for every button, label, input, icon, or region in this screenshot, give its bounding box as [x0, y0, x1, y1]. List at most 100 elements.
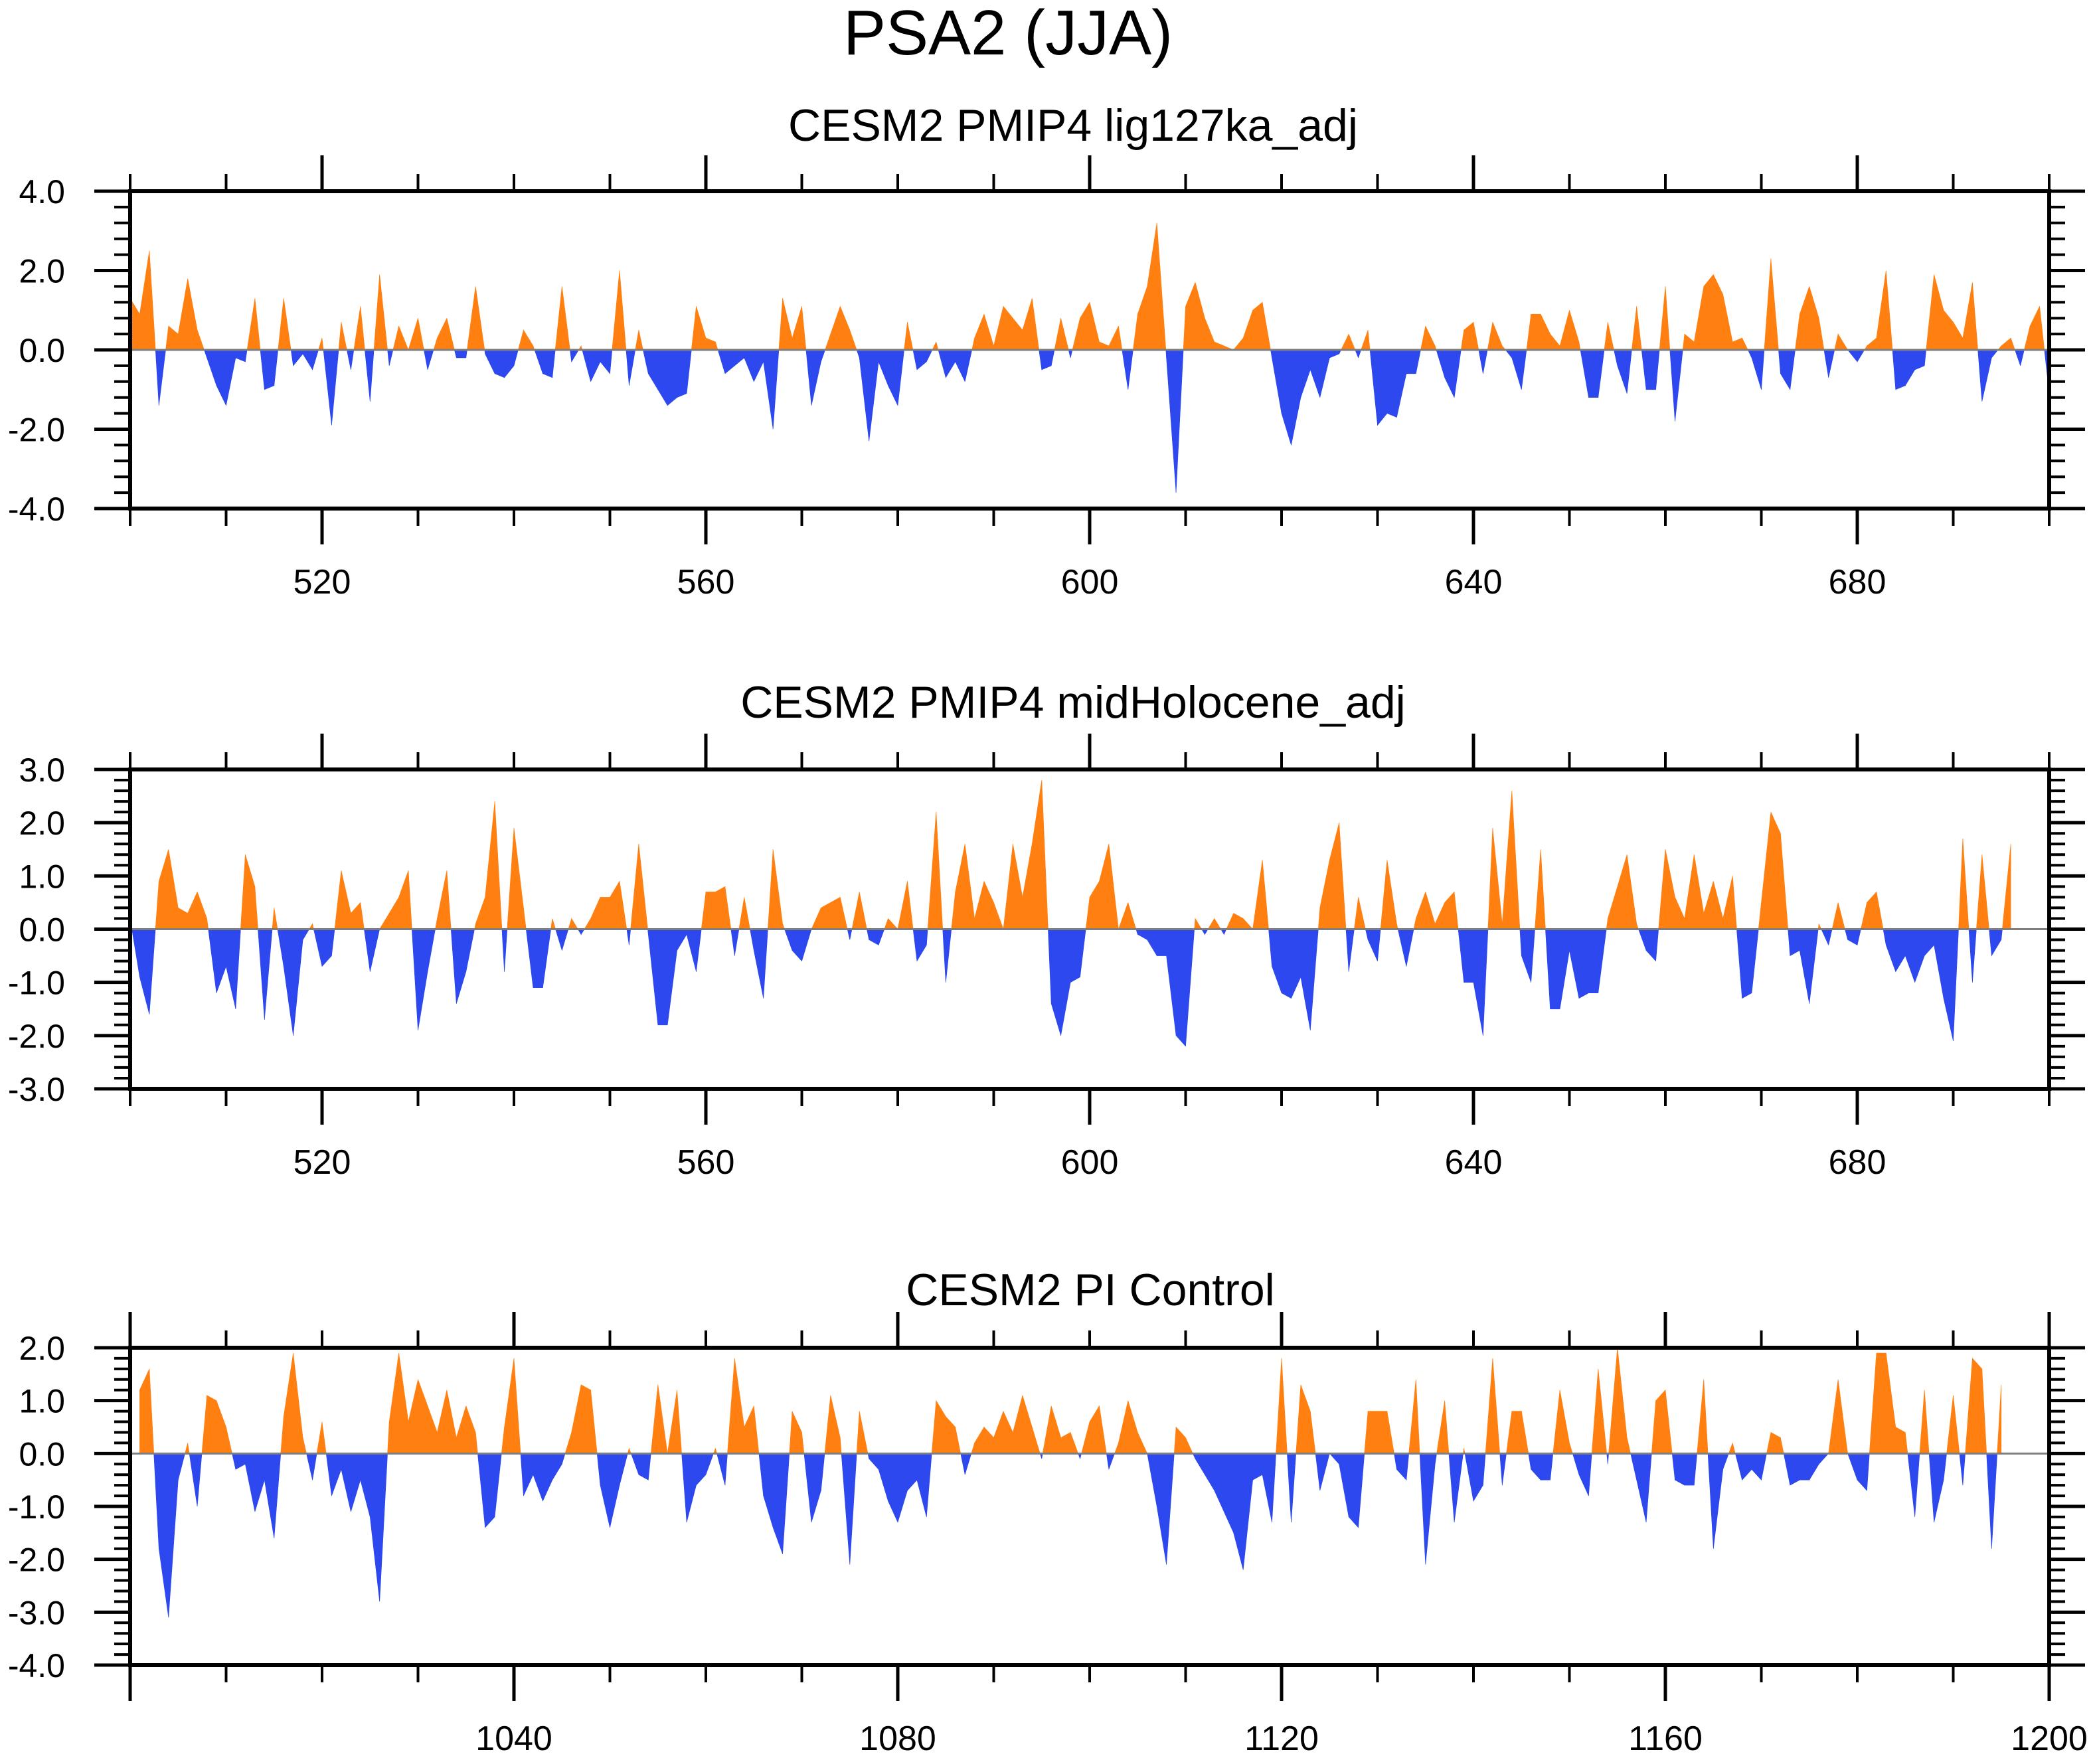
positive-area-segment [1319, 860, 1330, 929]
negative-area-segment [1511, 349, 1522, 390]
positive-area-segment [552, 918, 556, 929]
positive-area-segment [1651, 1400, 1656, 1454]
negative-area-segment [916, 929, 927, 962]
positive-area-segment [1173, 1427, 1177, 1454]
positive-area-segment [1876, 892, 1884, 929]
negative-area-segment [465, 929, 475, 972]
negative-area-segment [226, 929, 236, 1009]
negative-area-segment [1528, 1453, 1531, 1470]
negative-area-segment [1531, 1453, 1541, 1481]
negative-area-segment [1502, 1453, 1507, 1486]
negative-area-segment [1645, 349, 1656, 390]
positive-area-segment [216, 1400, 226, 1454]
negative-area-segment [1638, 929, 1647, 951]
positive-area-segment [1054, 318, 1061, 351]
positive-area-segment [379, 274, 388, 351]
negative-area-segment [926, 929, 928, 945]
positive-area-segment [1072, 318, 1080, 351]
negative-area-segment [1751, 1453, 1762, 1481]
negative-area-segment [1736, 929, 1742, 999]
x-tick-label: 560 [677, 1143, 735, 1182]
positive-area-segment [936, 1400, 946, 1454]
positive-area-segment [475, 286, 485, 351]
positive-area-segment [840, 897, 848, 929]
negative-area-segment [744, 349, 754, 382]
negative-area-segment [1080, 929, 1086, 977]
negative-area-segment [1761, 1453, 1767, 1481]
positive-area-segment [1665, 286, 1671, 351]
negative-area-segment [946, 349, 956, 378]
positive-area-segment [1013, 844, 1023, 929]
positive-area-segment [353, 306, 361, 351]
negative-area-segment [543, 1453, 553, 1502]
data-series-picontrol [139, 1347, 2002, 1618]
positive-area-segment [283, 298, 292, 351]
negative-area-segment [1747, 349, 1752, 359]
negative-area-segment [1483, 929, 1489, 1036]
positive-area-segment [1195, 918, 1203, 929]
negative-area-segment [1137, 929, 1147, 941]
positive-area-segment [187, 892, 198, 929]
positive-area-segment [1886, 270, 1893, 351]
positive-area-segment [207, 918, 209, 929]
positive-area-segment [1818, 318, 1825, 351]
negative-area-segment [1669, 349, 1675, 422]
negative-area-segment [283, 929, 293, 1036]
negative-area-segment [245, 349, 248, 362]
positive-area-segment [1367, 1411, 1378, 1454]
positive-area-segment [293, 1352, 303, 1454]
negative-area-segment [331, 349, 339, 426]
positive-area-segment [1128, 902, 1137, 929]
positive-area-segment [1118, 326, 1123, 351]
negative-area-segment [1645, 1453, 1652, 1522]
positive-area-segment [1732, 876, 1737, 929]
positive-area-segment [1972, 282, 1978, 351]
positive-area-segment [207, 1395, 217, 1454]
negative-area-segment [1319, 349, 1330, 398]
negative-area-segment [1626, 349, 1632, 394]
positive-area-segment [1617, 1347, 1628, 1454]
positive-area-segment [398, 870, 409, 929]
negative-area-segment [629, 929, 631, 945]
negative-area-segment [716, 1453, 726, 1486]
positive-area-segment [1867, 891, 1877, 929]
negative-area-segment [1394, 1453, 1397, 1470]
positive-area-segment [1108, 325, 1119, 351]
positive-area-segment [185, 1443, 188, 1454]
negative-area-segment [1684, 1453, 1695, 1486]
negative-area-segment [758, 1453, 764, 1496]
negative-area-segment [686, 929, 697, 972]
negative-area-segment [811, 349, 821, 406]
y-tick-label: -4.0 [8, 491, 65, 528]
axes-picontrol: 1040 1080 1120 1160 1200 2.0 1.0 0.0 -1.0 -2.0 -3.… [8, 1312, 2088, 1758]
positive-area-segment [1780, 1437, 1784, 1454]
positive-area-segment [904, 322, 908, 351]
negative-area-segment [1444, 349, 1455, 398]
positive-area-segment [727, 1358, 735, 1454]
positive-area-segment [946, 1415, 956, 1454]
negative-area-segment [504, 929, 508, 972]
negative-area-segment [341, 1453, 351, 1512]
positive-area-segment [1506, 1411, 1513, 1454]
positive-area-segment [456, 1405, 467, 1454]
negative-area-segment [964, 349, 973, 382]
positive-area-segment [226, 1427, 232, 1454]
positive-area-segment [1770, 258, 1779, 351]
positive-area-segment [1766, 1432, 1772, 1454]
positive-area-segment [1485, 1358, 1493, 1454]
negative-area-segment [1895, 349, 1906, 390]
positive-area-segment [360, 306, 365, 351]
negative-area-segment [1329, 1453, 1339, 1465]
positive-area-segment [821, 902, 831, 929]
negative-area-segment [1068, 349, 1071, 359]
x-tick-label: 600 [1061, 1143, 1119, 1182]
positive-area-segment [691, 306, 697, 351]
negative-area-segment [657, 929, 668, 1026]
negative-area-segment [1953, 929, 1959, 1041]
negative-area-segment [888, 349, 898, 406]
negative-area-segment [841, 1453, 851, 1565]
y-tick-label: 1.0 [19, 1383, 65, 1420]
positive-area-segment [1118, 902, 1129, 929]
positive-area-segment [246, 298, 256, 351]
positive-area-segment [884, 918, 888, 929]
